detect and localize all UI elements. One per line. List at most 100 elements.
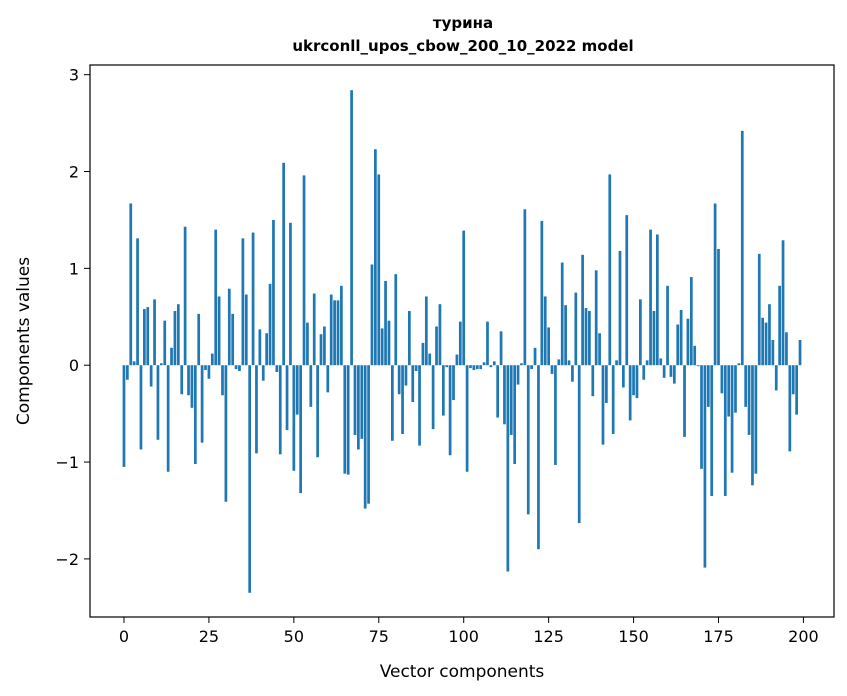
bar (445, 365, 449, 368)
bar (204, 365, 207, 371)
bar (676, 324, 680, 366)
bar (210, 353, 214, 366)
bar (669, 365, 673, 377)
bar (251, 232, 255, 366)
bar (190, 365, 194, 408)
bar (350, 90, 353, 366)
bar (272, 219, 275, 366)
bar (710, 365, 714, 496)
bar (686, 318, 690, 366)
bar (289, 222, 292, 366)
bar (170, 347, 173, 366)
bar (771, 340, 775, 366)
bar (703, 365, 707, 568)
bar (655, 234, 659, 366)
bar (635, 365, 639, 399)
bar (180, 365, 184, 395)
bar (139, 365, 143, 450)
bar (255, 365, 258, 454)
bar (421, 342, 425, 366)
bar (730, 365, 734, 473)
bar (323, 326, 326, 366)
bar (159, 363, 163, 366)
bar (292, 365, 296, 471)
bar (611, 365, 615, 434)
bar (717, 249, 720, 366)
bar (143, 309, 146, 366)
bar (241, 238, 245, 366)
x-tick-label: 75 (369, 627, 389, 646)
bar (363, 365, 367, 509)
bar (693, 345, 697, 366)
bar (672, 365, 676, 384)
bar (126, 365, 129, 380)
bar (404, 365, 408, 386)
bar (302, 175, 306, 366)
bar (642, 365, 646, 380)
bar (340, 285, 343, 366)
bar (530, 365, 533, 370)
bar (666, 285, 669, 366)
bar (295, 365, 299, 415)
y-axis-label: Components values (14, 257, 34, 425)
bar (472, 365, 476, 371)
y-tick-label: −2 (55, 550, 79, 569)
bar (455, 354, 459, 366)
bar (499, 331, 503, 366)
bar (601, 365, 605, 445)
bar (319, 334, 323, 366)
bar (418, 365, 421, 446)
bar (244, 294, 248, 366)
bar (509, 365, 513, 435)
bar (187, 365, 190, 396)
bar (346, 365, 350, 475)
bar (231, 313, 235, 366)
bar (564, 305, 567, 366)
bar (176, 304, 180, 366)
bar (306, 322, 309, 366)
bar (479, 365, 483, 370)
bar (431, 365, 435, 430)
x-tick-label: 175 (703, 627, 734, 646)
bar (768, 304, 771, 366)
bar (149, 365, 153, 387)
bar (594, 270, 598, 366)
bar (557, 359, 561, 366)
bar (605, 365, 608, 403)
bar (183, 226, 187, 366)
bar (598, 333, 601, 366)
bar (740, 130, 744, 366)
bar (329, 294, 333, 366)
bar (370, 264, 374, 366)
bar (465, 365, 469, 472)
bar (391, 365, 394, 441)
bar (435, 326, 438, 366)
x-tick-label: 125 (533, 627, 564, 646)
bar (503, 365, 506, 425)
bar (489, 365, 493, 368)
bar (136, 238, 139, 366)
x-tick-label: 150 (618, 627, 649, 646)
bar (278, 365, 282, 455)
bar (577, 365, 581, 524)
bar (537, 365, 540, 550)
bar (407, 310, 411, 366)
bar (401, 365, 404, 434)
bar (275, 365, 279, 372)
bar (374, 149, 377, 366)
x-tick-label: 100 (448, 627, 479, 646)
bar (513, 365, 517, 464)
bar (326, 365, 330, 393)
bar (285, 365, 289, 431)
bar (506, 365, 510, 572)
bar (492, 361, 496, 366)
bar (424, 296, 428, 366)
bar (438, 304, 442, 366)
bar (659, 358, 663, 366)
bar (574, 292, 578, 366)
bar (146, 307, 150, 366)
bar (754, 365, 758, 474)
bar (486, 321, 489, 366)
bar (312, 293, 316, 366)
bar (700, 365, 703, 469)
